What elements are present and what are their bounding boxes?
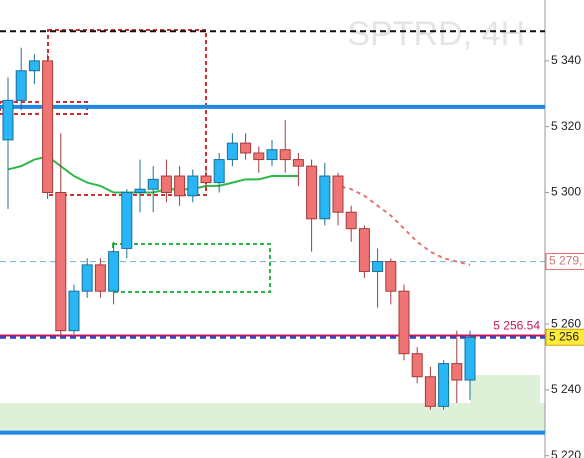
y-tick-label: 5 340 xyxy=(551,53,581,67)
candle-body xyxy=(121,191,133,249)
price-label: 5 279, xyxy=(549,254,582,268)
candle-body xyxy=(372,261,384,272)
y-tick-label: 5 300 xyxy=(551,185,581,199)
y-tick-label: 5 240 xyxy=(551,382,581,396)
candle-body xyxy=(226,142,238,161)
y-tick-label: 5 260 xyxy=(551,316,581,330)
candle-body xyxy=(438,363,450,407)
candle-body xyxy=(306,165,318,220)
candle-body xyxy=(108,251,120,292)
candle-body xyxy=(358,228,370,272)
candle-body xyxy=(345,211,357,230)
price-label-box xyxy=(545,253,584,271)
candle-body xyxy=(200,175,212,184)
candle-body xyxy=(411,353,423,378)
candle-body xyxy=(160,175,172,193)
candle-body xyxy=(15,70,27,101)
candle-body xyxy=(147,178,159,190)
candle-body xyxy=(266,149,278,161)
zone xyxy=(470,375,540,403)
candle-body xyxy=(42,60,54,193)
candle-body xyxy=(94,264,106,292)
candle-body xyxy=(174,175,186,197)
candle-body xyxy=(279,149,291,161)
y-tick-label: 5 220 xyxy=(551,448,581,458)
moving-average xyxy=(311,175,471,266)
candle-body xyxy=(187,175,199,197)
box xyxy=(47,29,207,196)
box xyxy=(112,243,271,293)
price-label: 5 256.54 xyxy=(493,319,540,333)
candle-body xyxy=(81,264,93,292)
candle-body xyxy=(213,159,225,184)
candle-body xyxy=(385,261,397,292)
chart-title: SPTRD, 4H xyxy=(347,15,525,53)
candle-body xyxy=(68,290,80,332)
candle-body xyxy=(253,152,265,161)
candle-body xyxy=(240,142,252,154)
price-label-box xyxy=(545,328,584,346)
price-label: 5 256 xyxy=(549,329,579,343)
candle-body xyxy=(424,376,436,407)
candle-body xyxy=(2,99,14,141)
candle-body xyxy=(398,290,410,355)
candle-body xyxy=(464,336,476,381)
candle-body xyxy=(319,175,331,220)
candle-body xyxy=(451,363,463,381)
y-tick-label: 5 320 xyxy=(551,119,581,133)
candle-body xyxy=(28,60,40,72)
candle-body xyxy=(292,159,304,167)
candle-body xyxy=(134,188,146,193)
candle-body xyxy=(332,175,344,213)
zone xyxy=(0,403,545,432)
candle-body xyxy=(55,191,67,332)
